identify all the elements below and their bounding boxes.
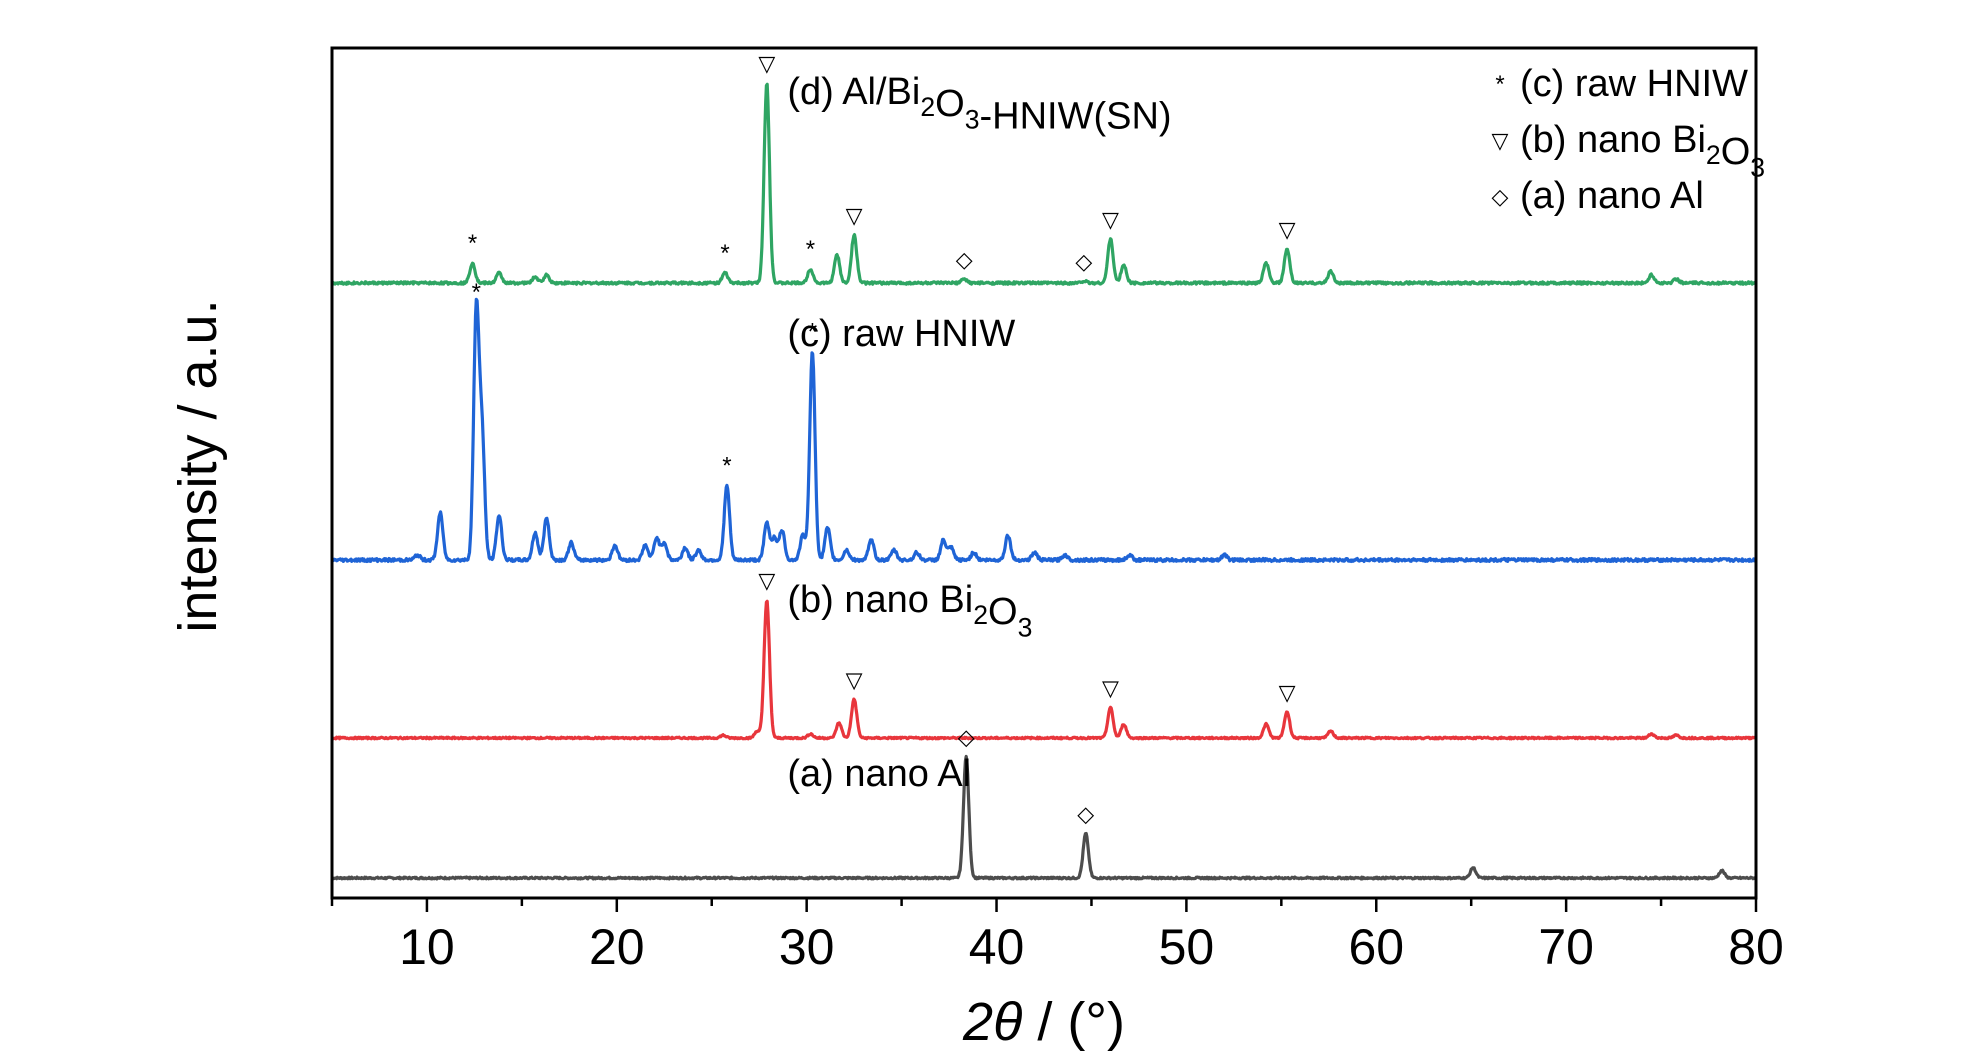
peak-marker-b: ▽ (1102, 676, 1119, 701)
legend: * (c) raw HNIW ▽ (b) nano Bi2O3 ◇ (a) nano Al (1492, 63, 1766, 217)
peak-marker-c: * (808, 319, 817, 346)
x-axis-label: 2θ / (°) (962, 992, 1125, 1052)
trace-layer (330, 82, 1758, 881)
legend-marker: ▽ (1492, 128, 1509, 153)
series-label-c: (c) raw HNIW (787, 313, 1015, 355)
x-tick-label: 40 (969, 919, 1025, 975)
x-tick-label: 60 (1348, 919, 1404, 975)
peak-marker-b: ▽ (758, 568, 775, 593)
peak-marker-b: ▽ (846, 667, 863, 692)
peak-marker-layer: ◇ ◇ ▽ ▽ ▽ ▽ * * * * * ▽ * ▽ ◇ ◇ ▽ ▽ (468, 51, 1296, 827)
plot-frame (330, 46, 1758, 900)
legend-marker: ◇ (1492, 184, 1509, 209)
series-label-layer: (a) nano Al (b) nano Bi2O3 (c) raw HNIW (d)… (787, 71, 1171, 795)
peak-marker-c: * (722, 453, 731, 480)
x-tick-label: 10 (399, 919, 455, 975)
peak-marker-a: ◇ (1077, 802, 1094, 827)
peak-marker-d: ▽ (758, 51, 775, 76)
peak-marker-d: ◇ (956, 247, 973, 272)
series-d-trace (330, 82, 1758, 286)
peak-marker-d: ▽ (846, 203, 863, 228)
x-tick-label: 20 (589, 919, 645, 975)
x-axis: 10 20 30 40 50 60 70 80 (330, 898, 1784, 975)
peak-marker-b: ▽ (1279, 680, 1296, 705)
peak-marker-a: ◇ (958, 725, 975, 750)
series-label-b: (b) nano Bi2O3 (787, 579, 1032, 642)
legend-marker: * (1495, 71, 1504, 98)
peak-marker-d: * (468, 230, 477, 257)
x-tick-label: 70 (1538, 919, 1594, 975)
peak-marker-d: ◇ (1075, 249, 1092, 274)
peak-marker-c: * (472, 279, 481, 306)
series-label-d: (d) Al/Bi2O3-HNIW(SN) (787, 71, 1171, 137)
series-b-trace (331, 599, 1757, 741)
series-label-a: (a) nano Al (787, 753, 971, 795)
series-a-trace (331, 754, 1758, 881)
x-tick-label: 50 (1159, 919, 1215, 975)
x-tick-label: 80 (1728, 919, 1784, 975)
peak-marker-d: * (806, 236, 815, 263)
series-c-trace (330, 297, 1758, 564)
legend-entry: (b) nano Bi2O3 (1520, 119, 1765, 182)
x-tick-label: 30 (779, 919, 835, 975)
legend-entry: (a) nano Al (1520, 175, 1704, 217)
peak-marker-d: * (720, 240, 729, 267)
legend-entry: (c) raw HNIW (1520, 63, 1748, 105)
peak-marker-d: ▽ (1102, 207, 1119, 232)
y-axis-label: intensity / a.u. (168, 299, 228, 632)
peak-marker-d: ▽ (1279, 217, 1296, 242)
